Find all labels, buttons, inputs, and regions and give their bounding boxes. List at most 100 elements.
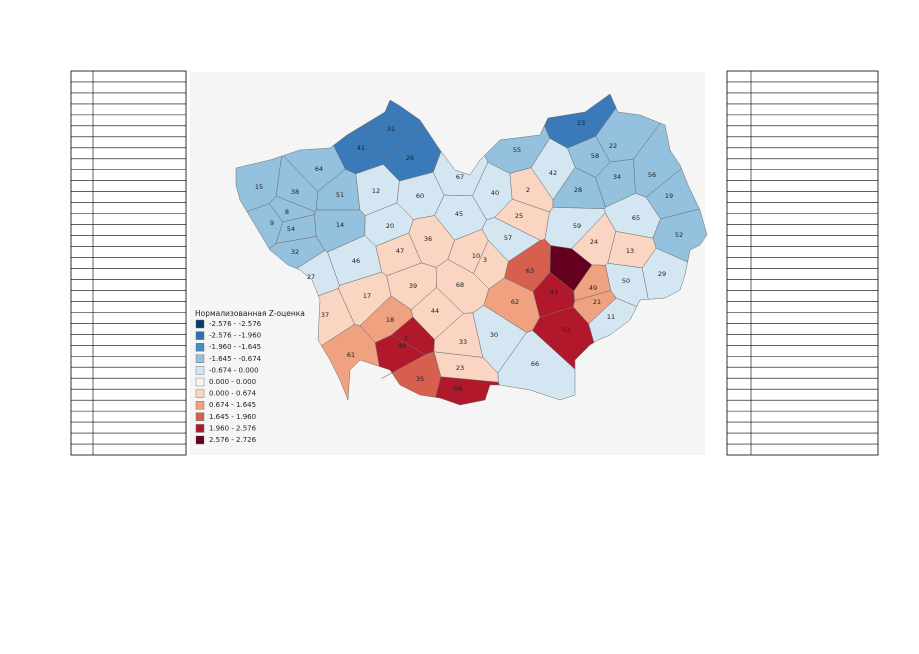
region-label: 31 — [387, 125, 395, 133]
region-label: 42 — [549, 169, 557, 177]
region — [497, 330, 576, 401]
region-label: 67 — [456, 173, 464, 181]
region-label: 23 — [456, 364, 464, 372]
region-label: 58 — [454, 385, 462, 393]
side-table — [726, 70, 879, 456]
side-table — [70, 70, 187, 456]
region-label: 15 — [255, 183, 263, 191]
region-label: 59 — [573, 222, 581, 230]
region-label: 48 — [398, 342, 406, 350]
region-label: 41 — [357, 144, 365, 152]
region-label: 16 — [566, 268, 574, 276]
region-label: 38 — [291, 188, 299, 196]
tables — [70, 70, 879, 456]
region-label: 53 — [562, 326, 570, 334]
region-label: 68 — [456, 281, 464, 289]
region — [435, 376, 500, 406]
region-label: 56 — [648, 171, 656, 179]
region-label: 45 — [455, 210, 463, 218]
region-label: 22 — [609, 142, 617, 150]
region-label: 14 — [336, 221, 344, 229]
region-label: 7 — [404, 335, 408, 343]
legend-swatch — [195, 366, 205, 375]
region-label: 52 — [675, 231, 683, 239]
region-label: 50 — [622, 277, 630, 285]
region-label: 32 — [291, 248, 299, 256]
region — [321, 324, 380, 401]
region — [381, 351, 442, 398]
region-label: 54 — [287, 225, 295, 233]
region-label: 11 — [607, 313, 615, 321]
region-label: 3 — [483, 256, 487, 264]
legend-label: -1.645 - -0.674 — [209, 355, 262, 363]
region-label: 60 — [416, 192, 424, 200]
region-label: 20 — [386, 222, 394, 230]
region-label: 51 — [336, 191, 344, 199]
region-label: 40 — [491, 189, 499, 197]
region — [588, 297, 638, 343]
legend-swatch — [195, 354, 205, 363]
region-label: 65 — [632, 214, 640, 222]
region-label: 33 — [459, 338, 467, 346]
region-label: 66 — [531, 360, 539, 368]
region-label: 64 — [315, 165, 323, 173]
legend-label: 1.645 - 1.960 — [209, 413, 256, 421]
region-label: 19 — [665, 192, 673, 200]
legend-title: Нормализованная Z-оценка — [195, 309, 305, 318]
legend-swatch — [195, 319, 205, 329]
region-label: 26 — [406, 154, 414, 162]
legend: Нормализованная Z-оценка -2.576 - -2.576… — [195, 309, 305, 445]
region-label: 29 — [658, 270, 666, 278]
region — [652, 208, 708, 263]
legend-label: -2.576 - -1.960 — [209, 332, 261, 340]
legend-label: 0.000 - 0.674 — [209, 390, 257, 398]
region-label: 2 — [526, 186, 530, 194]
region-label: 44 — [431, 307, 439, 315]
legend-label: -2.576 - -2.576 — [209, 320, 262, 328]
legend-swatch — [195, 389, 205, 398]
region-label: 58 — [591, 152, 599, 160]
region-label: 23 — [577, 119, 585, 127]
region-label: 36 — [424, 235, 432, 243]
region-label: 46 — [352, 257, 360, 265]
legend-label: 1.960 - 2.576 — [209, 424, 257, 432]
region-label: 9 — [270, 219, 274, 227]
legend-swatch — [195, 435, 205, 445]
legend-swatch — [195, 412, 205, 421]
legend-label: 0.000 - 0.000 — [209, 378, 256, 386]
legend-label: 0.674 - 1.645 — [209, 401, 256, 409]
region-label: 30 — [490, 331, 498, 339]
region-label: 34 — [613, 173, 621, 181]
region-label: 25 — [515, 212, 523, 220]
region-label: 37 — [321, 311, 329, 319]
region-label: 62 — [511, 298, 519, 306]
region-label: 63 — [526, 267, 534, 275]
region-label: 18 — [386, 316, 394, 324]
legend-label: -0.674 - 0.000 — [209, 366, 259, 374]
legend-label: 2.576 - 2.726 — [209, 436, 257, 444]
region-label: 43 — [550, 288, 558, 296]
legend-label: -1.960 - -1.645 — [209, 343, 261, 351]
region-label: 13 — [626, 247, 634, 255]
region-label: 8 — [285, 208, 289, 216]
legend-swatch — [195, 343, 205, 352]
region-label: 35 — [416, 375, 424, 383]
legend-swatch — [195, 424, 205, 433]
region-label: 24 — [590, 238, 598, 246]
region — [641, 247, 688, 300]
region — [432, 150, 489, 197]
region-label: 17 — [363, 292, 371, 300]
region-label: 55 — [513, 146, 521, 154]
region-label: 61 — [347, 351, 355, 359]
region-label: 47 — [396, 247, 404, 255]
region-label: 27 — [307, 273, 315, 281]
region-label: 49 — [589, 284, 597, 292]
region-label: 21 — [593, 298, 601, 306]
legend-swatch — [195, 331, 205, 340]
legend-swatch — [195, 377, 205, 387]
region — [268, 236, 326, 269]
region-label: 10 — [472, 252, 480, 260]
region-label: 28 — [574, 186, 582, 194]
